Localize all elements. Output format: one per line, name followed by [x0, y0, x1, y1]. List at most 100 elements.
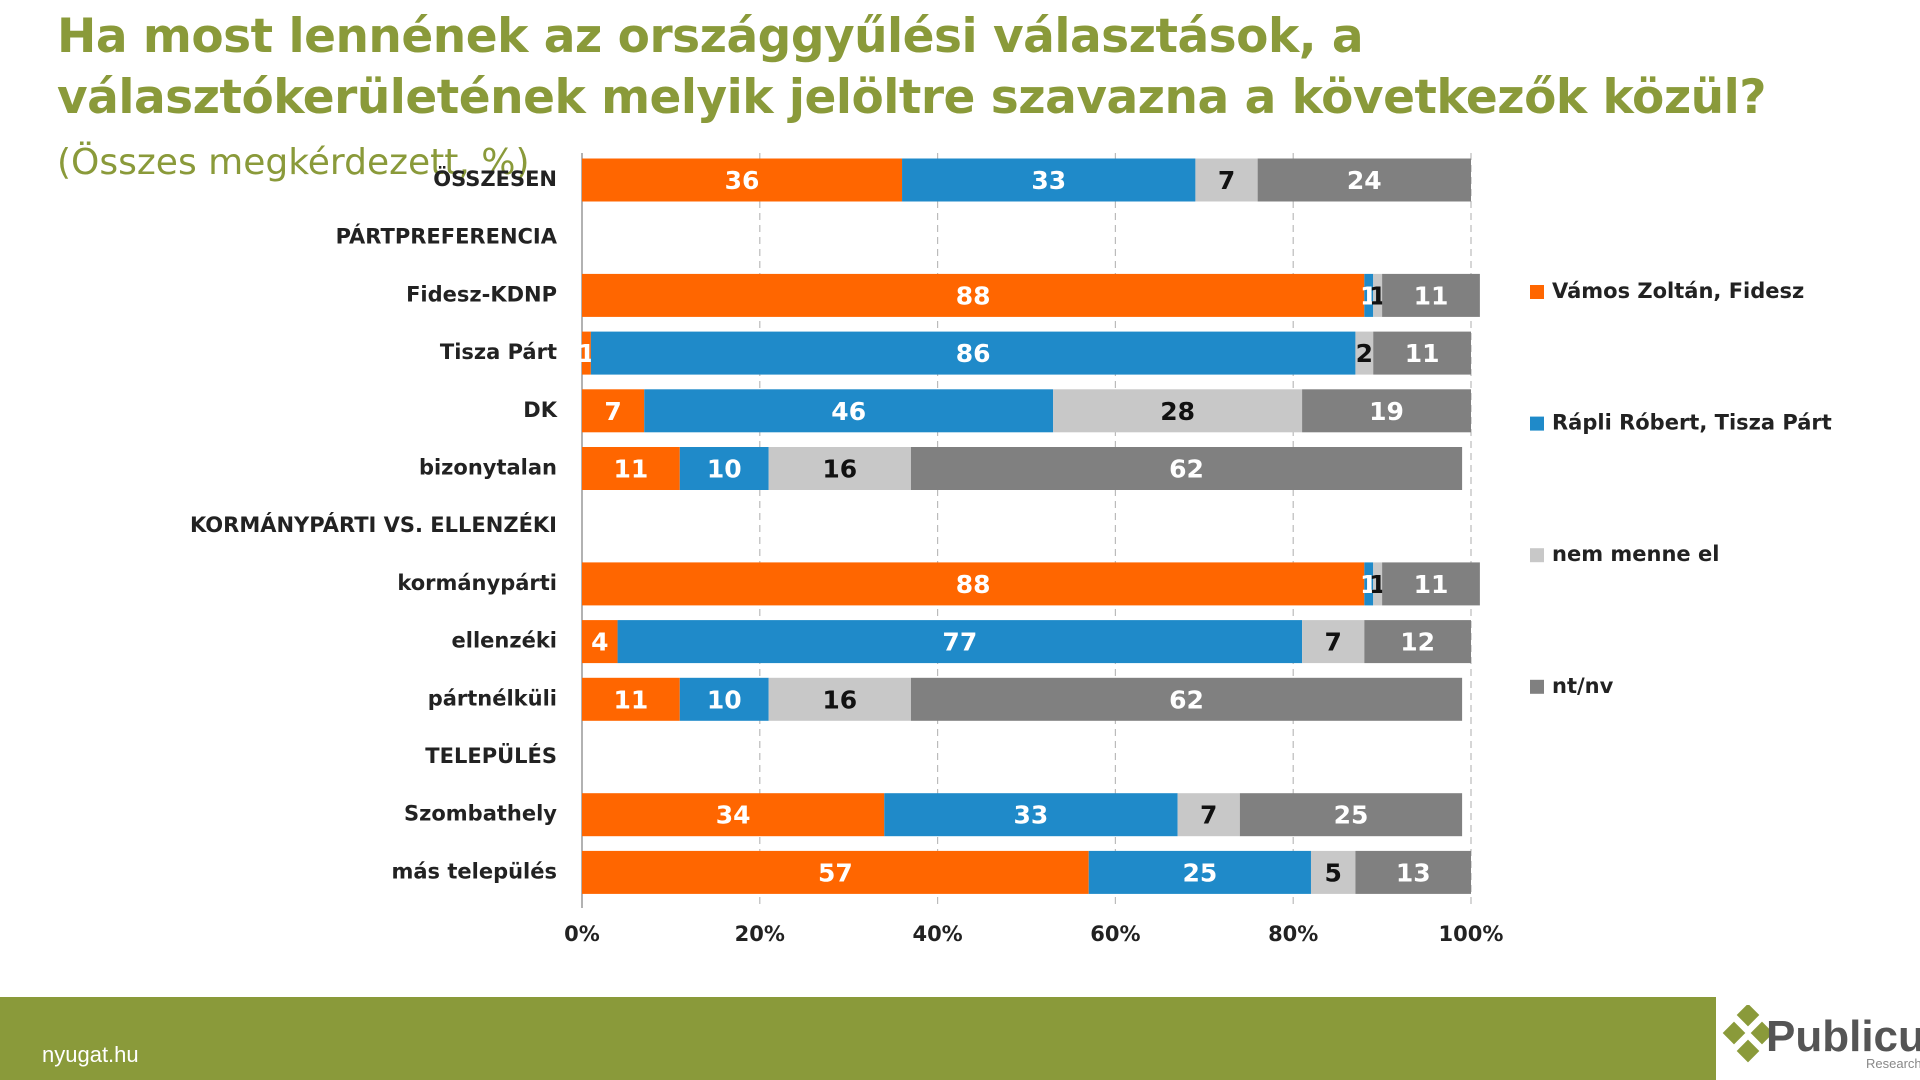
data-label: 24 [1347, 166, 1382, 195]
data-label: 57 [818, 858, 853, 887]
data-label: 1 [1360, 281, 1377, 310]
logo-diamond [1722, 1021, 1746, 1045]
bar-segment [644, 389, 1054, 433]
bar-segment [1195, 158, 1258, 202]
legend-swatch [1530, 416, 1544, 431]
legend-swatch [1530, 548, 1544, 563]
legend-label: nt/nv [1552, 674, 1614, 698]
bar-segment [582, 158, 903, 202]
x-tick-label: 100% [1439, 922, 1504, 946]
chart: 0% 20% 40% 60% 80% 100%ÖSSZESEN 36 33 7 24PÁRTPRE… [190, 153, 1832, 946]
legend-label: Rápli Róbert, Tisza Párt [1552, 411, 1832, 435]
brand-sub: Research [1866, 1056, 1920, 1071]
x-tick-label: 0% [564, 922, 600, 946]
bar-segment [1382, 562, 1480, 606]
data-label: 1 [1369, 570, 1386, 599]
bar-segment [582, 389, 645, 433]
bar-segment [910, 447, 1463, 490]
data-label: 12 [1400, 628, 1435, 657]
y-tick-label: PÁRTPREFERENCIA [336, 224, 558, 249]
data-label: 28 [1160, 397, 1195, 426]
bar-segment [1364, 273, 1374, 317]
data-label: 33 [1014, 801, 1049, 830]
bar-segment [1302, 389, 1471, 433]
bar-segment [1310, 850, 1356, 894]
bar-segment [768, 447, 911, 490]
bar-segment [582, 677, 680, 721]
x-tick-label: 60% [1090, 922, 1140, 946]
bar-segment [910, 677, 1463, 721]
data-label: 11 [1414, 570, 1449, 599]
y-tick-label: más település [391, 859, 557, 883]
data-label: 77 [942, 628, 977, 657]
data-label: 34 [716, 801, 751, 830]
bar-segment [582, 793, 885, 837]
legend-label: Vámos Zoltán, Fidesz [1552, 279, 1804, 303]
bar-segment [590, 331, 1356, 375]
bar-segment [1053, 389, 1303, 433]
data-label: 62 [1169, 455, 1204, 484]
data-label: 10 [707, 685, 742, 714]
data-label: 88 [956, 281, 991, 310]
data-label: 13 [1396, 858, 1431, 887]
y-tick-label: Fidesz-KDNP [406, 282, 557, 306]
bar-segment [768, 677, 911, 721]
x-tick-label: 20% [735, 922, 785, 946]
data-label: 7 [604, 397, 621, 426]
bar-segment [1257, 158, 1471, 202]
data-label: 7 [1218, 166, 1235, 195]
data-label: 16 [822, 685, 857, 714]
y-tick-label: DK [523, 398, 557, 422]
data-label: 7 [1325, 628, 1342, 657]
bar-segment [1364, 620, 1471, 664]
legend-swatch [1530, 679, 1544, 694]
data-label: 11 [1414, 281, 1449, 310]
data-label: 25 [1334, 801, 1369, 830]
source: nyugat.hu [42, 1042, 139, 1067]
data-label: 7 [1200, 801, 1217, 830]
bar-segment [1382, 273, 1480, 317]
data-label: 62 [1169, 685, 1204, 714]
brand-logo [1722, 1005, 1774, 1063]
data-label: 16 [822, 455, 857, 484]
legend-label: nem menne el [1552, 542, 1719, 566]
bar-segment [679, 447, 769, 490]
y-tick-label: TELEPÜLÉS [425, 743, 557, 768]
bar-segment [1373, 562, 1383, 606]
bar-segment [582, 562, 1365, 606]
brand: Publicus [1766, 1012, 1920, 1061]
bar-segment [1355, 331, 1374, 375]
logo-diamond [1736, 1039, 1760, 1063]
data-label: 25 [1182, 858, 1217, 887]
data-label: 11 [613, 685, 648, 714]
bar-segment [1239, 793, 1463, 837]
data-label: 36 [725, 166, 760, 195]
bar-segment [679, 677, 769, 721]
data-label: 33 [1031, 166, 1066, 195]
bar-segment [1373, 331, 1471, 375]
bar-segment [617, 620, 1303, 664]
data-label: 88 [956, 570, 991, 599]
bar-segment [582, 850, 1089, 894]
data-label: 10 [707, 455, 742, 484]
data-label: 1 [578, 339, 595, 368]
bar-segment [582, 331, 591, 375]
bar-segment [582, 447, 680, 490]
title-block: Ha most lennének az országgyűlési válasz… [57, 6, 1857, 193]
data-label: 86 [956, 339, 991, 368]
bar-segment [582, 273, 1365, 317]
bar-segment [1177, 793, 1240, 837]
bar-segment [1088, 850, 1311, 894]
bar-segment [1364, 562, 1374, 606]
data-label: 5 [1325, 858, 1342, 887]
data-label: 11 [1405, 339, 1440, 368]
legend-swatch [1530, 285, 1544, 299]
logo-diamond [1736, 1005, 1760, 1027]
y-tick-label: kormánypárti [397, 571, 557, 595]
bar-segment [582, 620, 618, 664]
data-label: 19 [1369, 397, 1404, 426]
data-label: 4 [591, 628, 608, 657]
y-tick-label: Szombathely [404, 802, 557, 826]
x-tick-label: 80% [1268, 922, 1318, 946]
